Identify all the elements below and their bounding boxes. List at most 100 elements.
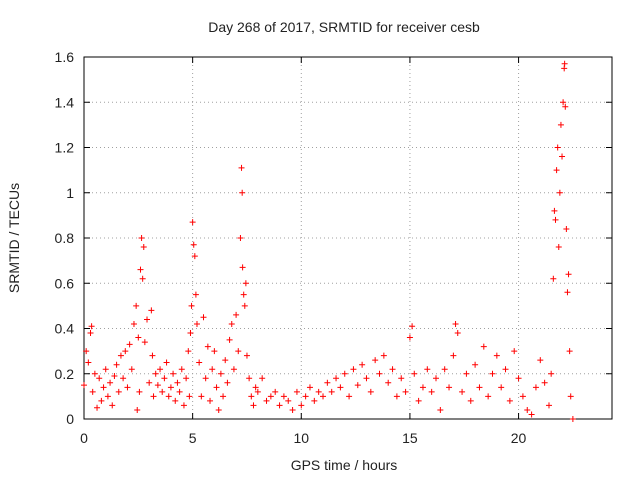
data-point-marker [560,99,567,106]
data-point-marker [367,388,374,395]
data-point-marker [115,388,122,395]
data-point-marker [459,388,466,395]
data-point-marker [107,379,114,386]
data-point-marker [192,291,199,298]
data-point-marker [87,330,94,337]
data-point-marker [150,393,157,400]
data-point-marker [204,343,211,350]
data-point-marker [452,320,459,327]
data-point-marker [170,370,177,377]
data-point-marker [406,334,413,341]
data-point-marker [89,388,96,395]
data-point-marker [515,375,522,382]
data-point-marker [333,375,340,382]
data-point-marker [506,397,513,404]
data-point-marker [161,375,168,382]
data-point-marker [130,320,137,327]
data-point-marker [224,379,231,386]
y-tick-label: 0.4 [55,321,75,337]
data-point-marker [280,393,287,400]
data-point-marker [154,382,161,389]
data-point-marker [559,153,566,160]
data-point-marker [372,357,379,364]
data-point-marker [246,375,253,382]
data-point-marker [263,397,270,404]
grid-lines [83,56,612,420]
y-axis-label: SRMTID / TECUs [6,183,22,293]
y-tick-label: 0 [66,411,74,427]
data-point-marker [346,393,353,400]
data-point-marker [243,352,250,359]
data-point-marker [532,384,539,391]
data-point-marker [562,103,569,110]
data-point-marker [419,384,426,391]
data-point-marker [254,388,261,395]
data-point-marker [551,207,558,214]
data-point-marker [200,314,207,321]
data-point-marker [320,393,327,400]
data-point-marker [467,397,474,404]
data-point-marker [555,244,562,251]
data-point-marker [190,241,197,248]
data-point-marker [519,393,526,400]
data-point-marker [363,375,370,382]
data-point-marker [159,388,166,395]
data-point-marker [463,370,470,377]
data-point-marker [324,379,331,386]
data-point-marker [565,271,572,278]
data-point-marker [502,366,509,373]
data-point-marker [248,393,255,400]
data-point-marker [528,411,535,418]
data-point-marker [380,352,387,359]
data-point-marker [235,348,242,355]
data-point-marker [136,388,143,395]
data-point-marker [193,320,200,327]
data-point-marker [563,225,570,232]
data-point-marker [359,361,366,368]
data-point-marker [239,189,246,196]
data-point-marker [385,379,392,386]
data-point-marker [289,406,296,413]
x-tick-label: 0 [80,430,88,446]
data-point-marker [241,302,248,309]
data-point-marker [354,382,361,389]
data-point-marker [302,393,309,400]
data-point-marker [174,379,181,386]
x-axis-label: GPS time / hours [291,457,398,473]
data-point-marker [183,375,190,382]
data-point-marker [561,60,568,67]
y-tick-label: 0.8 [55,230,75,246]
data-point-marker [485,393,492,400]
data-point-marker [128,366,135,373]
data-point-marker [441,366,448,373]
data-point-marker [157,366,164,373]
data-point-marker [96,375,103,382]
data-point-marker [213,384,220,391]
data-point-marker [472,361,479,368]
data-point-marker [191,253,198,260]
data-point-marker [124,384,131,391]
data-point-marker [550,275,557,282]
data-point-marker [104,393,111,400]
data-point-marker [88,323,95,330]
data-point-marker [146,379,153,386]
data-point-marker [315,388,322,395]
data-point-marker [454,330,461,337]
data-point-marker [165,393,172,400]
data-point-marker [476,384,483,391]
data-point-marker [259,375,266,382]
data-point-marker [424,366,431,373]
data-point-marker [217,370,224,377]
x-tick-label: 20 [511,430,527,446]
data-point-marker [189,219,196,226]
data-point-marker [548,370,555,377]
data-point-marker [489,370,496,377]
data-point-marker [98,397,105,404]
data-point-marker [293,388,300,395]
y-tick-labels: 0 0.2 0.4 0.6 0.8 1 1.2 1.4 1.6 [55,49,75,427]
y-tick-label: 1.2 [55,140,75,156]
data-point-marker [163,359,170,366]
data-point-marker [91,370,98,377]
data-point-marker [402,388,409,395]
data-point-marker [133,302,140,309]
